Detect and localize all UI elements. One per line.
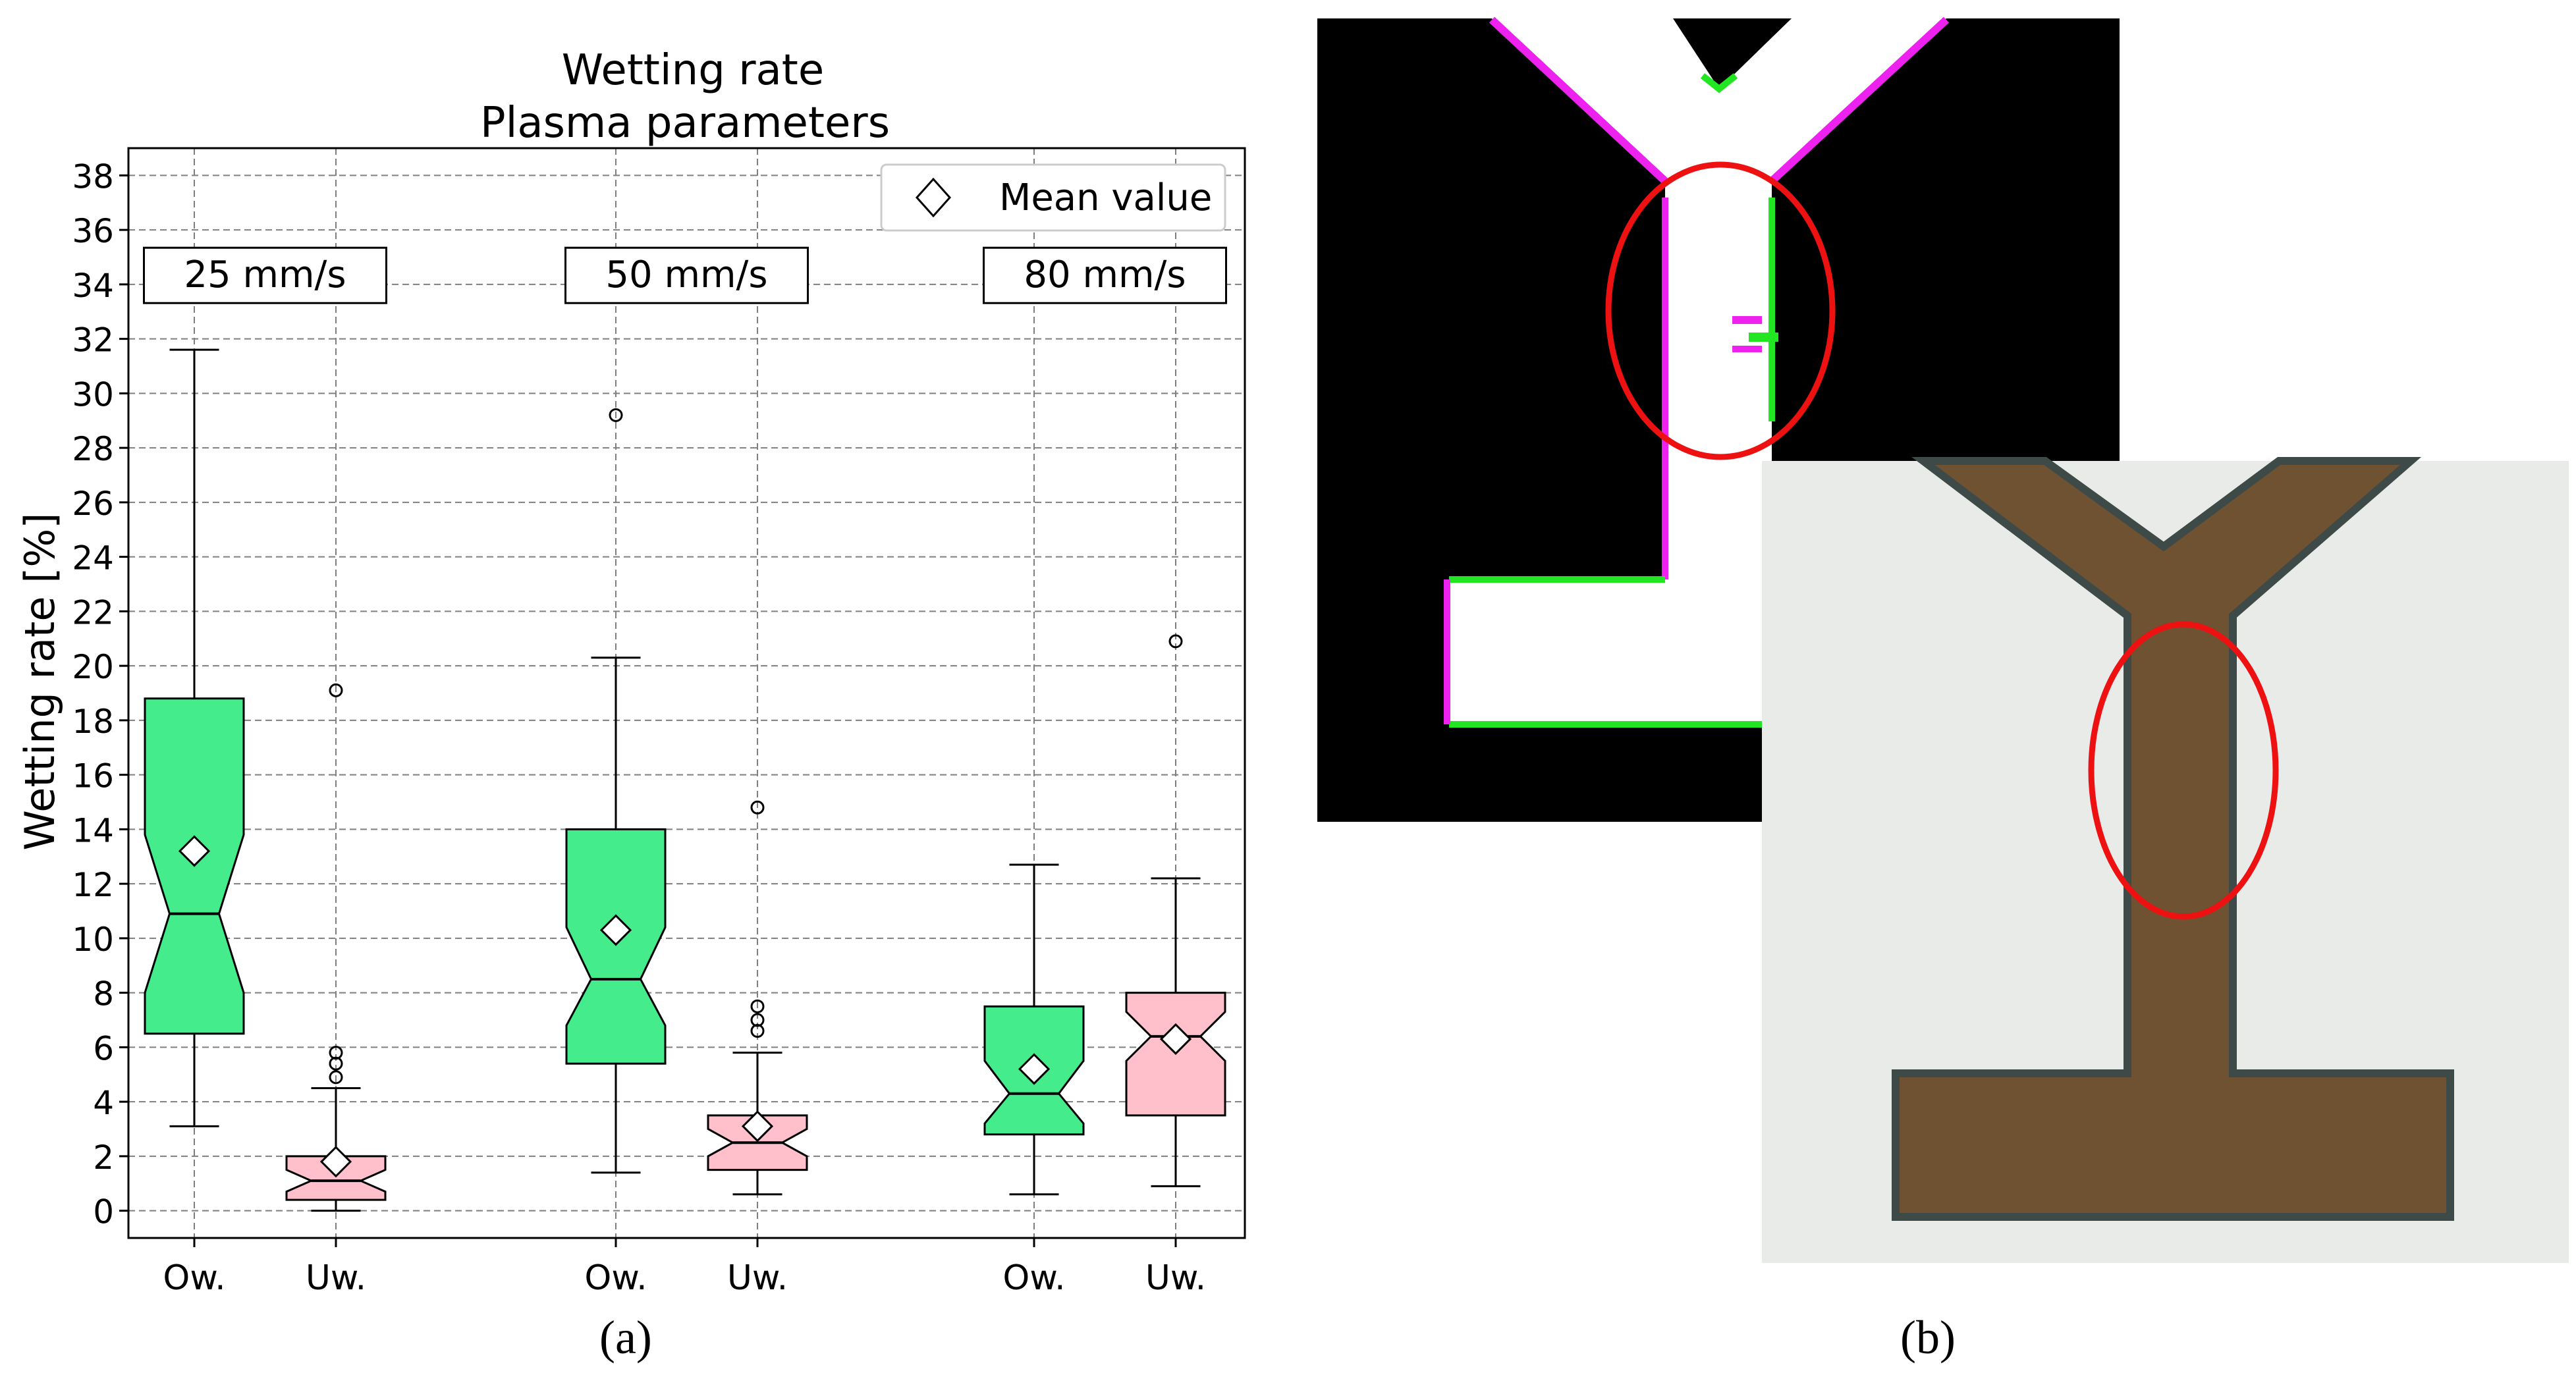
x-tick-label: Ow. [163, 1258, 225, 1298]
legend: Mean value [880, 163, 1226, 232]
panel-b-label: (b) [1900, 1311, 1956, 1364]
highlight-circle-photo [2088, 621, 2279, 920]
group-label-box [564, 246, 809, 304]
box-80mms-Uw [1125, 634, 1226, 1187]
y-tick-label: 22 [72, 593, 114, 631]
box-50mms-Ow [565, 408, 667, 1174]
y-tick-label: 38 [72, 157, 114, 196]
outlier-point [750, 800, 765, 815]
box-body [565, 828, 667, 1065]
group-label: 80 mm/s [1024, 254, 1186, 296]
legend-box [880, 163, 1226, 232]
y-tick-label: 20 [72, 648, 114, 686]
image-panel [1317, 16, 2569, 1263]
group-labels: 25 mm/s 50 mm/s 80 mm/s [143, 246, 1227, 304]
highlight-circle-binary [1605, 161, 1836, 460]
group-label: 50 mm/s [605, 254, 767, 296]
y-tick-label: 2 [93, 1139, 114, 1177]
box-50mms-Uw [707, 800, 808, 1196]
y-tick-label: 8 [93, 975, 114, 1013]
outlier-point [750, 999, 765, 1013]
y-tick-label: 6 [93, 1029, 114, 1067]
photograph-image [1762, 457, 2569, 1263]
plot-frame [127, 147, 1246, 1239]
group-label-box [143, 246, 387, 304]
mean-marker [599, 914, 632, 946]
y-tick-label: 18 [72, 703, 114, 741]
y-tick-label: 16 [72, 757, 114, 795]
y-tick-label: 12 [72, 866, 114, 904]
y-tick-label: 28 [72, 430, 114, 468]
mean-marker [1018, 1053, 1051, 1085]
panel-a-label: (a) [599, 1311, 652, 1364]
box-body [285, 1155, 387, 1201]
box-25mms-Ow [144, 348, 245, 1127]
x-tick-label: Ow. [1002, 1258, 1065, 1298]
x-tick-label: Uw. [727, 1258, 788, 1298]
box-80mms-Ow [983, 863, 1085, 1196]
mean-marker [741, 1110, 774, 1142]
y-tick-label: 30 [72, 375, 114, 414]
outlier-point [1168, 634, 1183, 649]
box-25mms-Uw [285, 683, 387, 1212]
mean-marker [178, 835, 211, 867]
x-axis-ticks: Ow. Uw. Ow. Uw. Ow. Uw. [163, 1238, 1206, 1298]
y-tick-label: 32 [72, 321, 114, 360]
y-tick-label: 4 [93, 1084, 114, 1122]
outlier-point [750, 1013, 765, 1027]
y-axis-label: Wetting rate [%] [16, 513, 64, 851]
y-tick-label: 24 [72, 539, 114, 577]
binary-track-shape [1446, 18, 1946, 724]
gridlines [128, 148, 1245, 1238]
y-tick-label: 34 [72, 267, 114, 305]
group-label-box [983, 246, 1227, 304]
box-plots [144, 348, 1226, 1212]
y-tick-label: 36 [72, 212, 114, 250]
y-tick-label: 10 [72, 921, 114, 959]
mean-marker [1159, 1023, 1192, 1056]
chart-title-line1: Wetting rate [562, 46, 824, 95]
outlier-point [329, 1046, 343, 1060]
photo-track-shape [1892, 457, 2454, 1221]
outlier-point [329, 1070, 343, 1085]
legend-label: Mean value [999, 176, 1212, 219]
x-tick-label: Ow. [584, 1258, 647, 1298]
outlier-point [329, 683, 343, 697]
group-label: 25 mm/s [184, 254, 346, 296]
y-tick-label: 14 [72, 811, 114, 849]
mean-marker [319, 1146, 352, 1178]
y-tick-label: 0 [93, 1193, 114, 1231]
chart-title-line2: Plasma parameters [480, 99, 890, 148]
x-tick-label: Uw. [1145, 1258, 1206, 1298]
outlier-point [609, 408, 623, 422]
y-tick-label: 26 [72, 485, 114, 523]
mean-diamond-icon [915, 177, 952, 218]
x-tick-label: Uw. [306, 1258, 366, 1298]
